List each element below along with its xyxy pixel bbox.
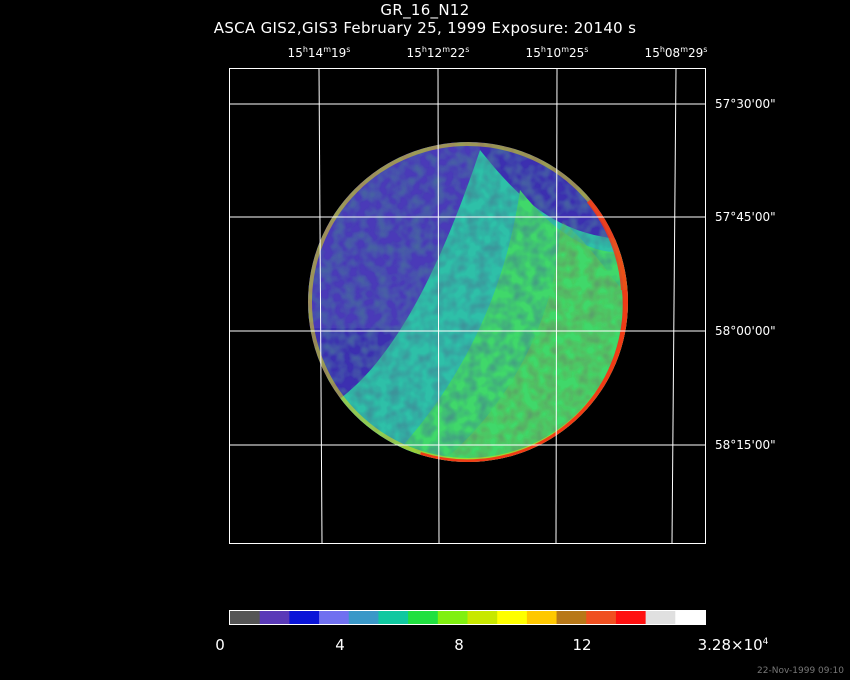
colorbar-label: 12 [572,636,592,654]
colorbar-swatch [526,611,558,624]
colorbar-swatch [348,611,379,624]
xray-detector-disc [308,142,628,462]
colorbar-label: 8 [454,636,464,654]
timestamp: 22-Nov-1999 09:10 [757,666,844,676]
coordinate-grid [229,67,706,544]
colorbar-frame [229,610,706,625]
image-title: GR_16_N12 [380,1,470,19]
colorbar-swatch [319,611,350,624]
dec-label: 57°30'00" [715,97,776,111]
colorbar-swatch [230,611,261,624]
ra-label: 15h08m29s [644,45,708,60]
dec-label: 57°45'00" [715,210,776,224]
colorbar-swatch [437,611,468,624]
colorbar-swatch [467,611,498,624]
colorbar-swatch [645,611,676,624]
colorbar-label: 0 [215,636,225,654]
colorbar-swatch [586,611,617,624]
dec-label: 58°00'00" [715,324,776,338]
ra-label: 15h14m19s [287,45,351,60]
colorbar-swatch [408,611,439,624]
colorbar [230,611,706,624]
dec-label: 58°15'00" [715,438,776,452]
colorbar-swatch [556,611,587,624]
colorbar-swatch [497,611,528,624]
ra-label: 15h12m22s [406,45,470,60]
observation-subtitle: ASCA GIS2,GIS3 February 25, 1999 Exposur… [213,19,637,37]
colorbar-max-label: 3.28×104 [697,636,769,654]
colorbar-swatch [289,611,320,624]
colorbar-swatch [675,611,706,624]
colorbar-swatch [259,611,290,624]
colorbar-swatch [378,611,409,624]
colorbar-label: 4 [335,636,345,654]
colorbar-swatch [615,611,647,624]
ra-label: 15h10m25s [525,45,589,60]
